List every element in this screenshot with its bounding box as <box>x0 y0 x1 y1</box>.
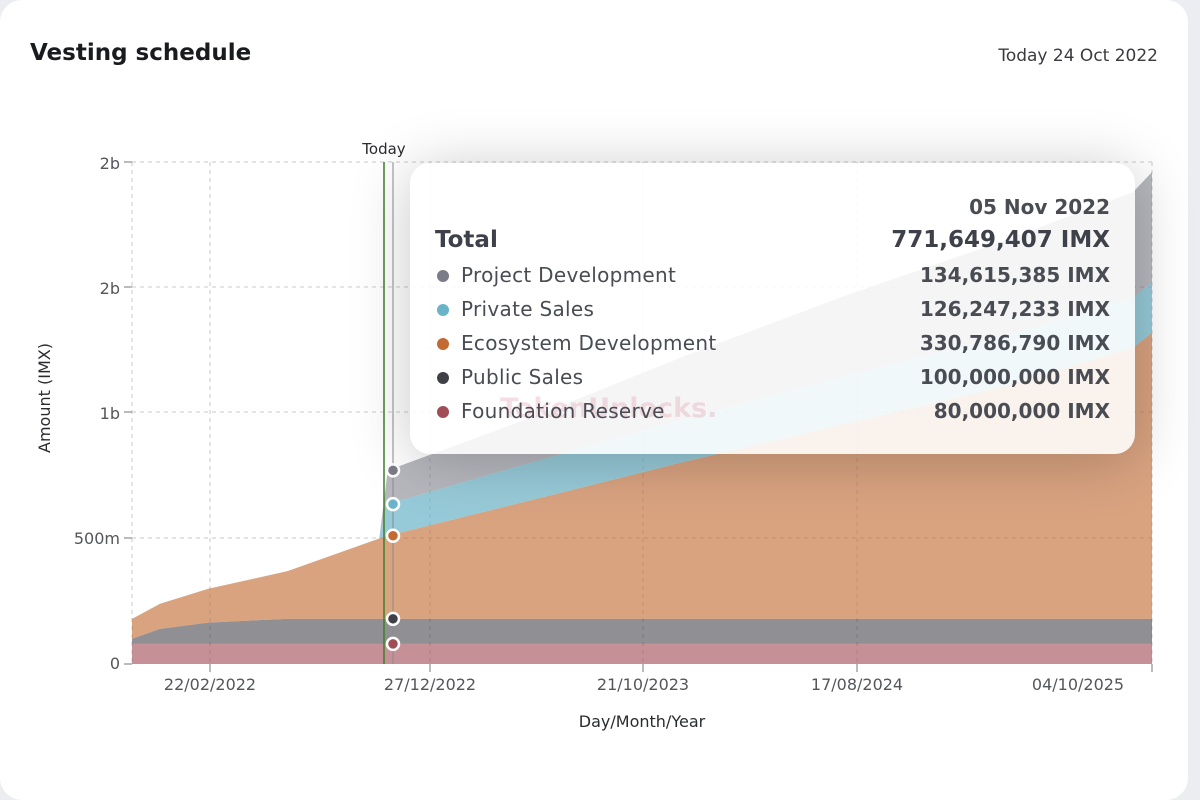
watermark-logo: TokenUnlocks. <box>500 393 718 424</box>
legend-dot-icon <box>437 270 449 282</box>
y-tick-label: 1b <box>100 404 120 423</box>
hover-dot <box>385 528 401 544</box>
y-tick-label: 0 <box>110 654 120 673</box>
x-tick-label: 21/10/2023 <box>597 675 689 694</box>
legend-dot-icon <box>437 372 449 384</box>
y-tick-label: 2b <box>100 279 120 298</box>
x-tick-label: 17/08/2024 <box>811 675 903 694</box>
tooltip-row-name: Private Sales <box>461 297 595 321</box>
tooltip-row-name: Ecosystem Development <box>461 331 717 355</box>
area-ecosystem-development[interactable] <box>132 332 1152 639</box>
hover-dot <box>385 496 401 512</box>
tooltip-row-public-sales: Public Sales 100,000,000 IMX <box>435 363 1110 393</box>
tooltip-row-name: Project Development <box>461 263 677 287</box>
hover-dot <box>385 611 401 627</box>
tooltip-row-private-sales: Private Sales 126,247,233 IMX <box>435 295 1110 325</box>
tooltip-row-foundation-reserve: Foundation Reserve 80,000,000 IMX <box>435 397 1110 427</box>
tooltip-row-value: 330,786,790 IMX <box>919 331 1110 355</box>
tooltip-total-value: 771,649,407 IMX <box>891 227 1110 253</box>
tooltip-row-value: 126,247,233 IMX <box>919 297 1110 321</box>
page-title: Vesting schedule <box>30 40 252 66</box>
tooltip-row-value: 134,615,385 IMX <box>919 263 1110 287</box>
hover-dot <box>385 636 401 652</box>
y-tick-label: 500m <box>74 529 120 548</box>
tooltip: TokenUnlocks. 05 Nov 2022 Total 771,649,… <box>410 163 1135 454</box>
tooltip-row-value: 100,000,000 IMX <box>919 365 1110 389</box>
x-tick-label: 27/12/2022 <box>384 675 476 694</box>
area-public-sales[interactable] <box>132 618 1152 644</box>
x-axis-label: Day/Month/Year <box>579 712 706 731</box>
tooltip-row-value: 80,000,000 IMX <box>933 399 1110 423</box>
x-tick-label: 22/02/2022 <box>164 675 256 694</box>
area-foundation-reserve[interactable] <box>132 643 1152 664</box>
x-tick-label: 04/10/2025 <box>1032 675 1124 694</box>
tooltip-total-label: Total <box>435 227 498 253</box>
legend-dot-icon <box>437 338 449 350</box>
tooltip-row-name: Public Sales <box>461 365 584 389</box>
tooltip-row-project-development: Project Development 134,615,385 IMX <box>435 261 1110 291</box>
hover-dots <box>385 463 401 652</box>
tooltip-date: 05 Nov 2022 <box>969 195 1110 219</box>
hover-dot <box>385 463 401 478</box>
legend-dot-icon <box>437 304 449 316</box>
tooltip-row-ecosystem-development: Ecosystem Development 330,786,790 IMX <box>435 329 1110 359</box>
legend-dot-icon <box>437 406 449 418</box>
today-date: Today 24 Oct 2022 <box>998 46 1158 66</box>
y-tick-label: 2b <box>100 154 120 173</box>
axes: 2b 2b 1b 500m 0 22/02/2022 27/12/2022 21… <box>35 154 1124 731</box>
tooltip-row-name: Foundation Reserve <box>461 399 665 423</box>
y-axis-label: Amount (IMX) <box>35 343 54 453</box>
today-marker: Today <box>361 140 406 664</box>
today-label: Today <box>361 140 406 158</box>
